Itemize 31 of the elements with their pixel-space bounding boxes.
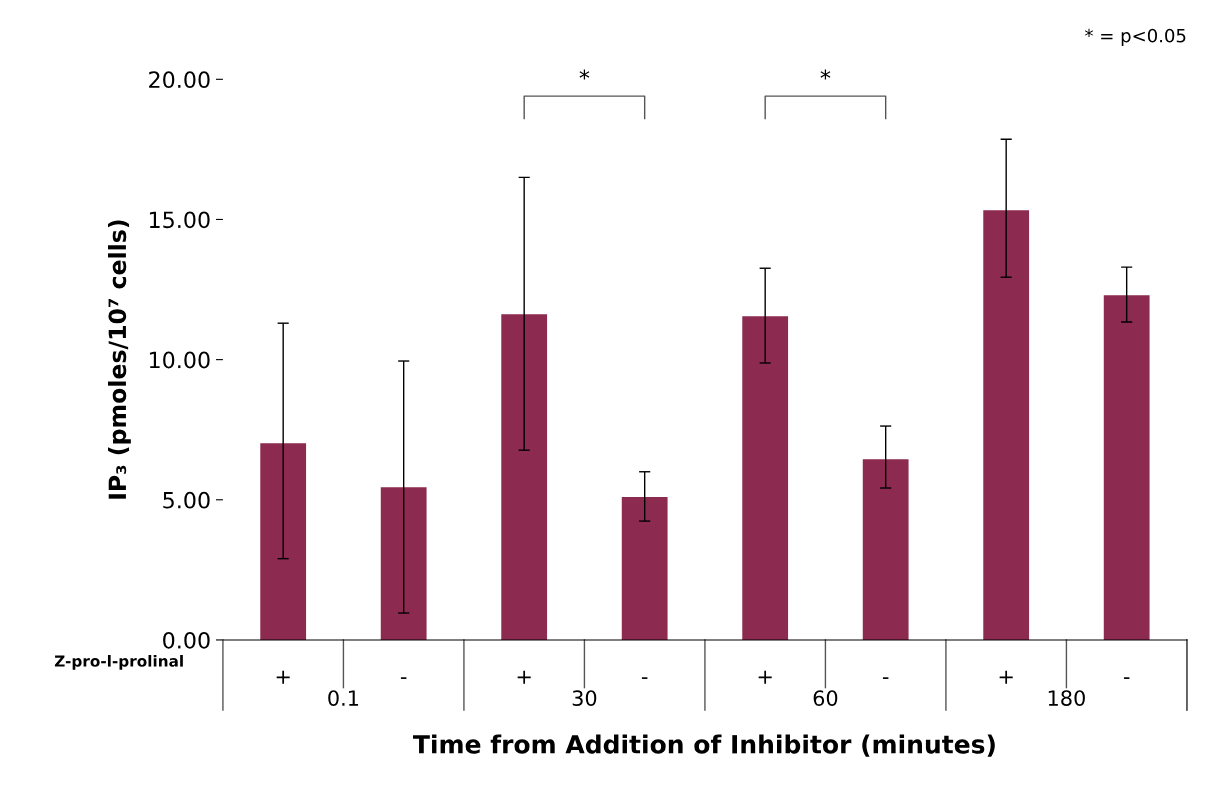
bar [380,487,427,640]
text: 60 [813,690,838,706]
x-tick-label: + [758,670,772,684]
x-tick-label: + [517,670,531,684]
y-tick-label: 15.00 [149,211,210,229]
x-tick-label: + [276,670,290,684]
bar [1103,295,1150,640]
bar [621,496,668,640]
x-tick-label: - [400,677,407,679]
x-tick-label: - [641,677,648,679]
text: 180 [1048,690,1085,706]
text: * = p<0.05 [1085,28,1186,46]
x-tick-label: + [999,670,1013,684]
bar [983,210,1030,640]
x-tick-label: - [882,677,889,679]
bar [260,443,307,640]
y-tick-label: 0.00 [163,631,210,649]
bar [501,314,548,640]
y-tick-label: 10.00 [149,351,210,369]
annotation: * [820,69,831,80]
x-tick-label: - [1123,677,1130,679]
text: 30 [572,690,597,706]
annotation: * [579,69,590,80]
y-axis-title: IP₃ (pmoles/10⁷ cells) [107,220,131,499]
bar [862,459,909,640]
text: 0.1 [328,690,359,706]
y-tick-label: 5.00 [163,491,210,509]
y-tick-label: 20.00 [149,71,210,89]
x-axis-title: Time from Addition of Inhibitor (minutes) [413,734,995,757]
text: Z-pro-l-prolinal [54,654,183,670]
bar [742,316,789,640]
